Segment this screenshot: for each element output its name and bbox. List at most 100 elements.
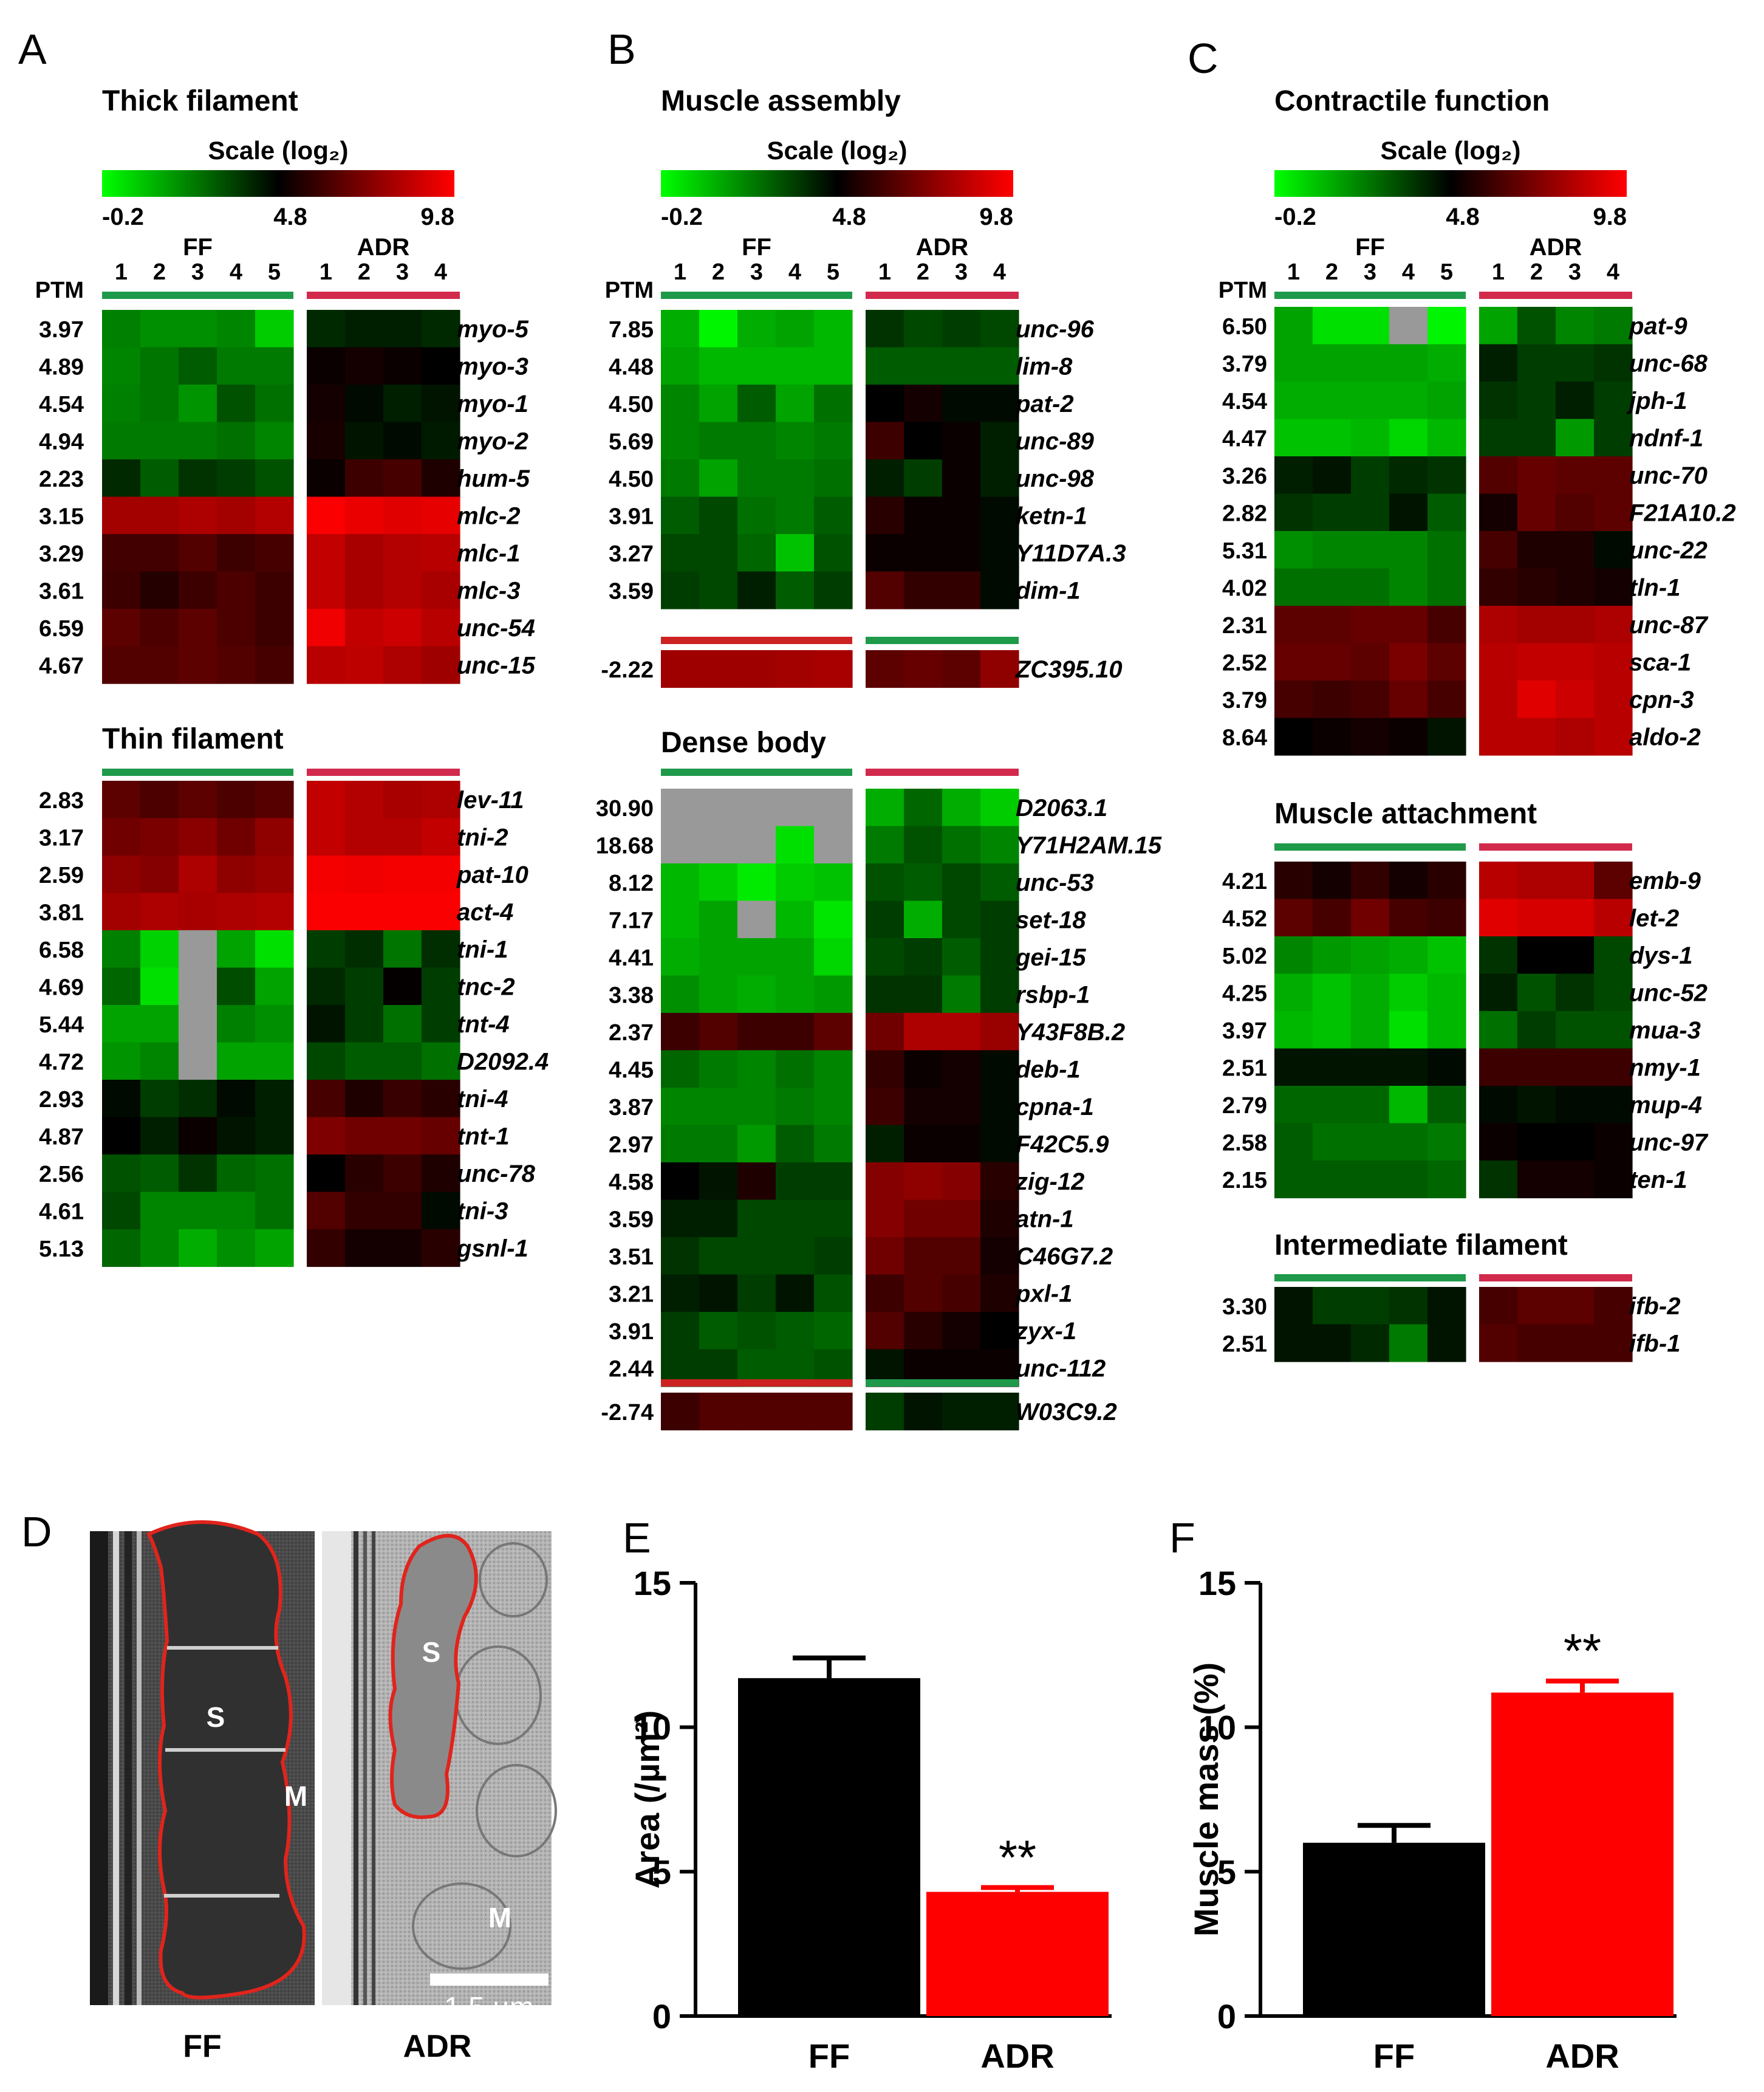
heatmap-cell (1274, 973, 1313, 1012)
heatmap-cell (1556, 344, 1595, 382)
section-title: Muscle assembly (661, 85, 901, 117)
heatmap-cell (422, 1042, 460, 1080)
heatmap-cell (422, 646, 460, 684)
bar-adr (926, 1891, 1109, 2016)
heatmap-cell (1479, 643, 1518, 681)
heatmap-cell (1427, 419, 1466, 457)
heatmap-cell (1517, 531, 1556, 569)
heatmap-cell (814, 938, 853, 976)
heatmap-cell (737, 1199, 776, 1238)
heatmap-cell (661, 1162, 700, 1201)
heatmap-row: 4.50 pat-2 (609, 385, 1074, 423)
ptm-value: 3.26 (1222, 464, 1267, 489)
heatmap-cell (1594, 862, 1633, 900)
ptm-value: 4.41 (609, 945, 654, 971)
heatmap-cell (102, 646, 141, 684)
gene-label: let-2 (1629, 905, 1679, 931)
heatmap-cell (140, 459, 179, 498)
heatmap-cell (1594, 456, 1633, 495)
heatmap-cell (1517, 1011, 1556, 1049)
heatmap-cell (1427, 1123, 1466, 1161)
ptm-value: 3.97 (1222, 1018, 1267, 1044)
heatmap-cell (1556, 307, 1595, 345)
ptm-value: 3.59 (609, 578, 654, 604)
heatmap-cell (942, 422, 981, 460)
heatmap-cell (422, 347, 460, 385)
heatmap-cell (140, 893, 179, 931)
heatmap-cell (140, 646, 179, 684)
heatmap-cell (699, 385, 738, 423)
heatmap-cell (102, 1080, 141, 1118)
heatmap-cell (383, 1080, 422, 1118)
heatmap-cell (737, 1274, 776, 1312)
heatmap-row: 3.15 mlc-2 (39, 496, 521, 535)
heatmap-cell (1389, 643, 1428, 681)
heatmap-cell (1556, 493, 1595, 532)
heatmap-cell (1517, 681, 1556, 719)
heatmap-cell (1427, 606, 1466, 644)
ptm-value: 3.30 (1222, 1294, 1267, 1320)
heatmap-cell (1274, 1048, 1313, 1086)
heatmap-cell (179, 1192, 217, 1230)
micrograph-adr: S M 1.5 µm ADR (322, 1531, 557, 2064)
bar-charts: 0 5 10 15 Area (/µm²) FF ADR ** 0 5 10 15 Muscle mas… (628, 1564, 1677, 2075)
heatmap-cell (383, 893, 422, 931)
heatmap-cell (1556, 643, 1595, 681)
heatmap-cell (1556, 862, 1595, 900)
heatmap-row: 2.52 sca-1 (1222, 643, 1691, 681)
heatmap-cell (255, 1042, 294, 1080)
heatmap-row: 5.13 gsnl-1 (39, 1229, 528, 1267)
heatmap-cell (307, 571, 346, 609)
heatmap-cell (1389, 419, 1428, 457)
heatmap-row: 2.15 ten-1 (1222, 1161, 1687, 1199)
heatmap-cell (1389, 1123, 1428, 1161)
heatmap-cell (1556, 1011, 1595, 1049)
heatmap-cell (217, 893, 256, 931)
heatmap-cell (1427, 681, 1466, 719)
heatmap-cell (1351, 456, 1390, 495)
heatmap-cell (1479, 1011, 1518, 1049)
heatmap-cell (179, 1117, 217, 1155)
ptm-header: PTM (1219, 278, 1267, 303)
heatmap-cell (942, 1199, 981, 1238)
heatmap-cell (699, 1274, 738, 1312)
heatmap-cell (1274, 1287, 1313, 1325)
ptm-value: 5.44 (39, 1012, 84, 1038)
heatmap-cell (737, 1050, 776, 1088)
gene-label: Y11D7A.3 (1016, 540, 1126, 567)
heatmap-cell (814, 1088, 853, 1126)
heatmap-cell (814, 1125, 853, 1163)
heatmap-section: Muscle assembly 7.85 unc-96 4.48 lim-8 4.50 pa… (609, 85, 1126, 609)
heatmap-cell (1427, 344, 1466, 382)
gene-label: unc-15 (457, 652, 536, 679)
heatmap-cell (980, 422, 1019, 460)
heatmap-cell (383, 534, 422, 572)
heatmap-cell (942, 1050, 981, 1088)
heatmap-cell (1556, 718, 1595, 756)
heatmap-cell (1517, 1048, 1556, 1086)
heatmap-cell (1351, 643, 1390, 681)
gene-label: mua-3 (1629, 1017, 1701, 1044)
heatmap-cell (179, 1042, 217, 1080)
heatmap-cell (1389, 1161, 1428, 1199)
heatmap-cell (179, 856, 217, 894)
heatmap-cell (140, 385, 179, 423)
heatmap-cell (980, 826, 1019, 864)
heatmap-cell (422, 1005, 460, 1043)
heatmap-cell (1556, 899, 1595, 937)
heatmap-cell (776, 422, 815, 460)
ptm-value: 5.02 (1222, 944, 1267, 969)
heatmap-cell (255, 930, 294, 969)
heatmap-cell (1389, 899, 1428, 937)
heatmap-row: 4.45 deb-1 (609, 1050, 1081, 1088)
ptm-value: 4.89 (39, 354, 84, 380)
heatmap-cell (307, 781, 346, 819)
heatmap-cell (699, 310, 738, 348)
heatmap-cell (1389, 382, 1428, 420)
heatmap-row: 2.93 tni-4 (39, 1080, 508, 1118)
heatmap-cell (102, 1005, 141, 1043)
heatmap-cell (904, 1393, 943, 1431)
ptm-value: 7.85 (609, 317, 654, 343)
